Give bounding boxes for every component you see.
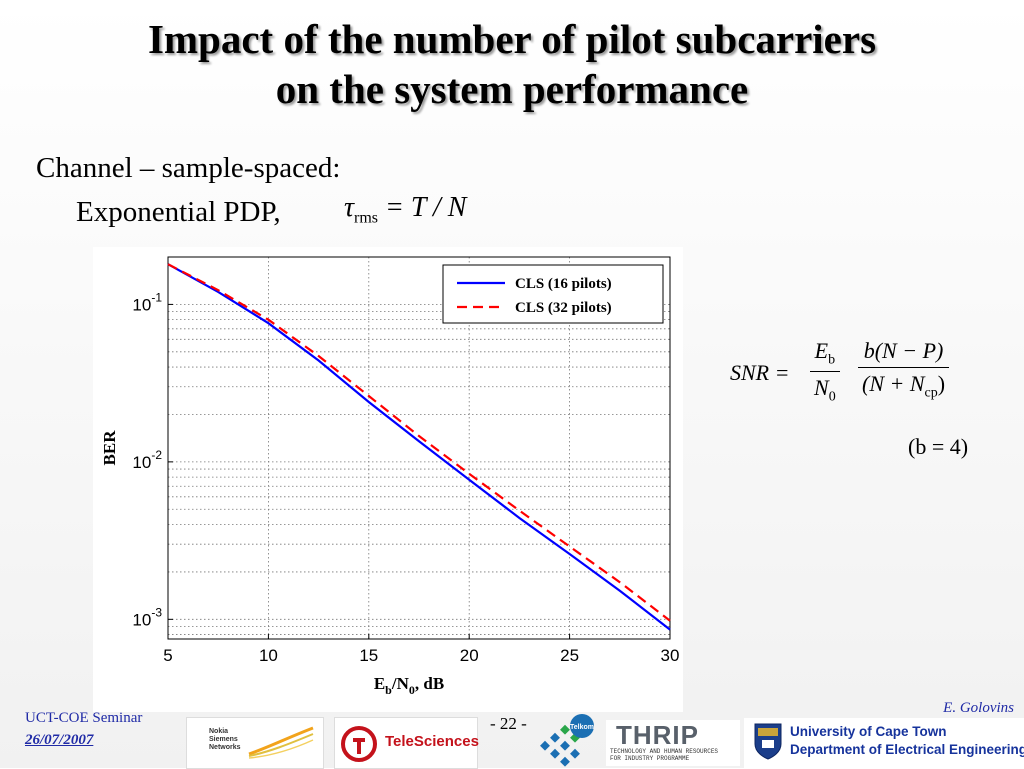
- chart-ticks: 5 10 15 20 25 30 10-3 10-2 10-1: [132, 290, 679, 665]
- seminar-label: UCT-COE Seminar: [25, 710, 143, 726]
- snr-lhs: SNR =: [730, 360, 790, 385]
- chart-axis-labels: BER Eb/N0, dB: [100, 430, 444, 697]
- snr-frac1-num: Eb: [810, 338, 840, 373]
- series-line-2: [167, 263, 671, 622]
- uct-line-2: Department of Electrical Engineering: [790, 742, 1024, 757]
- x-tick-label: 25: [560, 646, 579, 665]
- telesciences-logo: TeleSciences: [334, 717, 479, 769]
- title-line-2: on the system performance: [275, 66, 749, 112]
- snr-frac1-den: N0: [814, 375, 836, 405]
- legend-box: [442, 264, 664, 324]
- pdp-bullet: Exponential PDP,: [76, 196, 281, 228]
- series-line-1: [167, 263, 671, 631]
- snr-frac2-den: (N + Ncp): [862, 371, 946, 401]
- telesciences-emblem-icon: [341, 726, 377, 762]
- b-condition: (b = 4): [908, 434, 969, 459]
- page-number: - 22 -: [490, 714, 527, 733]
- author-name: E. Golovins: [943, 700, 1014, 716]
- y-axis-label: BER: [100, 430, 119, 466]
- uct-text: University of Cape Town Department of El…: [790, 723, 1024, 759]
- telkom-logo-text: Telkom: [570, 724, 594, 731]
- x-axis-label: Eb/N0, dB: [374, 674, 444, 697]
- thrip-logo-subtitle: TECHNOLOGY AND HUMAN RESOURCES FOR INDUST…: [610, 748, 719, 762]
- tau-symbol: τ: [344, 192, 355, 223]
- tau-rms-formula: τrms = T / N: [344, 192, 466, 228]
- snr-fraction-2: b(N − P) (N + Ncp): [858, 338, 950, 401]
- nsn-logo-text: Nokia Siemens Networks: [209, 728, 241, 751]
- legend-label-1: CLS (16 pilots): [515, 276, 612, 292]
- nsn-swoosh-icon: [248, 726, 314, 759]
- chart-legend: CLS (16 pilots) CLS (32 pilots): [442, 264, 664, 324]
- channel-bullet: Channel – sample-spaced:: [36, 152, 341, 184]
- nsn-logo: Nokia Siemens Networks: [186, 717, 324, 769]
- y-tick-label: 10-3: [132, 605, 162, 629]
- footer-left: UCT-COE Seminar 26/07/2007: [25, 707, 142, 751]
- y-tick-label: 10-1: [132, 290, 162, 314]
- x-tick-label: 30: [661, 646, 680, 665]
- thrip-logo: THRIP TECHNOLOGY AND HUMAN RESOURCES FOR …: [606, 720, 740, 766]
- snr-fraction-1: Eb N0: [810, 338, 840, 406]
- slide-title: Impact of the number of pilot subcarrier…: [0, 14, 1024, 114]
- tau-rhs: = T / N: [378, 192, 467, 223]
- legend-label-2: CLS (32 pilots): [515, 300, 612, 316]
- chart-series: [167, 263, 671, 631]
- title-line-1: Impact of the number of pilot subcarrier…: [147, 16, 877, 62]
- snr-frac2-num: b(N − P): [858, 338, 950, 368]
- telkom-logo: Telkom: [540, 714, 594, 767]
- x-tick-label: 5: [163, 646, 172, 665]
- seminar-date: 26/07/2007: [25, 732, 94, 748]
- x-tick-label: 20: [460, 646, 479, 665]
- thrip-logo-text: THRIP: [616, 720, 699, 750]
- plot-frame: [167, 256, 671, 640]
- x-tick-label: 10: [259, 646, 278, 665]
- x-tick-label: 15: [359, 646, 378, 665]
- uct-logo-area: [744, 718, 1024, 768]
- uct-crest-icon: [754, 723, 782, 760]
- tau-subscript: rms: [354, 209, 379, 227]
- telesciences-text: TeleSciences: [385, 733, 479, 750]
- uct-line-1: University of Cape Town: [790, 724, 947, 739]
- y-tick-label: 10-2: [132, 448, 162, 472]
